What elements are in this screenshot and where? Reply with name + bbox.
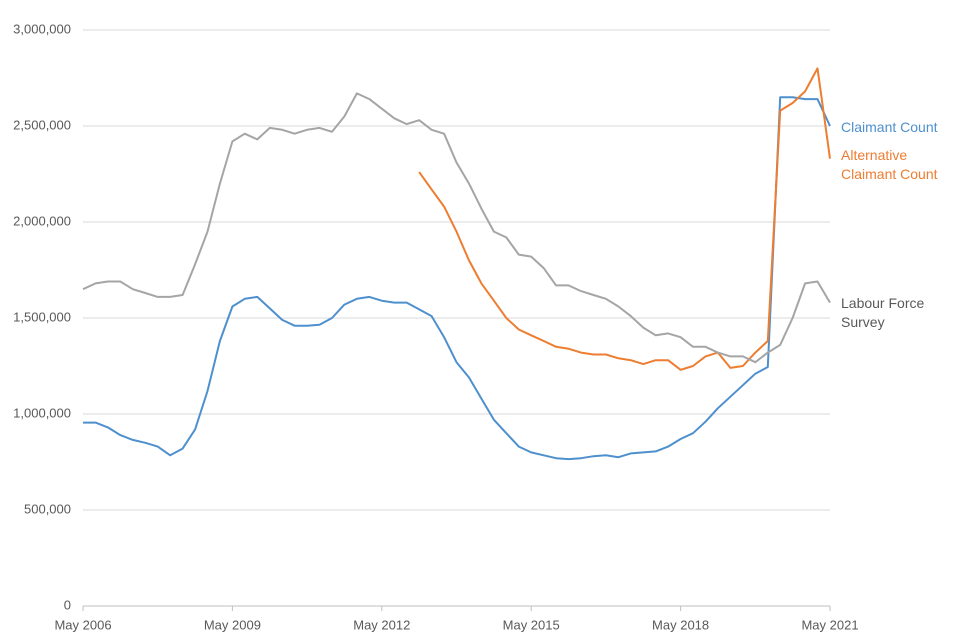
series-line [418,67,831,371]
x-tick-label: May 2012 [353,617,410,632]
x-tick-label: May 2015 [503,617,560,632]
y-tick-label: 500,000 [24,501,71,516]
y-tick-label: 0 [64,597,71,612]
y-tick-label: 3,000,000 [13,21,71,36]
series-label: Alternative Claimant Count [841,147,938,182]
x-tick-label: May 2006 [54,617,111,632]
series-line [82,92,831,364]
y-tick-label: 2,500,000 [13,117,71,132]
x-tick-label: May 2009 [204,617,261,632]
x-tick-label: May 2021 [801,617,858,632]
series-label: Claimant Count [841,119,938,135]
x-tick-label: May 2018 [652,617,709,632]
series-label: Labour Force Survey [841,295,925,330]
series-line [83,96,831,461]
y-tick-label: 1,000,000 [13,405,71,420]
y-tick-label: 2,000,000 [13,213,71,228]
y-tick-label: 1,500,000 [13,309,71,324]
